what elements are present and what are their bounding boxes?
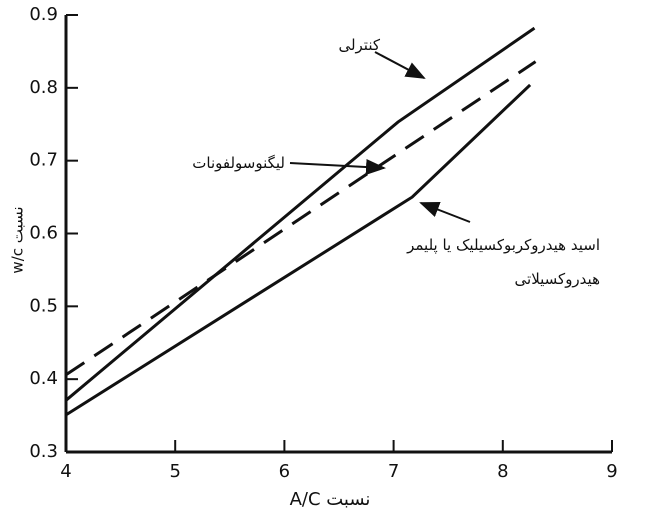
y-axis-label: نسبت w/c	[9, 206, 27, 273]
y-tick-label: 0.4	[29, 368, 58, 389]
x-tick-label: 4	[60, 461, 71, 482]
annotation: لیگنوسولفونات	[192, 154, 285, 172]
x-tick-label: 8	[497, 461, 508, 482]
y-tick-label: 0.8	[29, 77, 58, 98]
series-line	[65, 26, 536, 402]
y-tick-label: 0.3	[29, 441, 58, 462]
series-line	[65, 83, 532, 417]
annotation: کنترلی	[338, 36, 380, 54]
x-tick-label: 6	[279, 461, 290, 482]
arrow	[374, 51, 426, 79]
x-axis-label: نسبت A/C	[290, 489, 371, 510]
arrow	[289, 159, 386, 176]
x-tick-label: 5	[169, 461, 180, 482]
annotation: اسید هیدروکربوکسیلیک یا پلیمر هیدروکسیلا…	[407, 236, 600, 288]
y-tick-label: 0.5	[29, 295, 58, 316]
series-line	[65, 60, 537, 377]
x-tick-label: 9	[606, 461, 617, 482]
x-tick-label: 7	[388, 461, 399, 482]
y-tick-label: 0.6	[29, 223, 58, 244]
arrow	[419, 202, 471, 223]
y-tick-label: 0.7	[29, 150, 58, 171]
y-tick-label: 0.9	[29, 4, 58, 25]
